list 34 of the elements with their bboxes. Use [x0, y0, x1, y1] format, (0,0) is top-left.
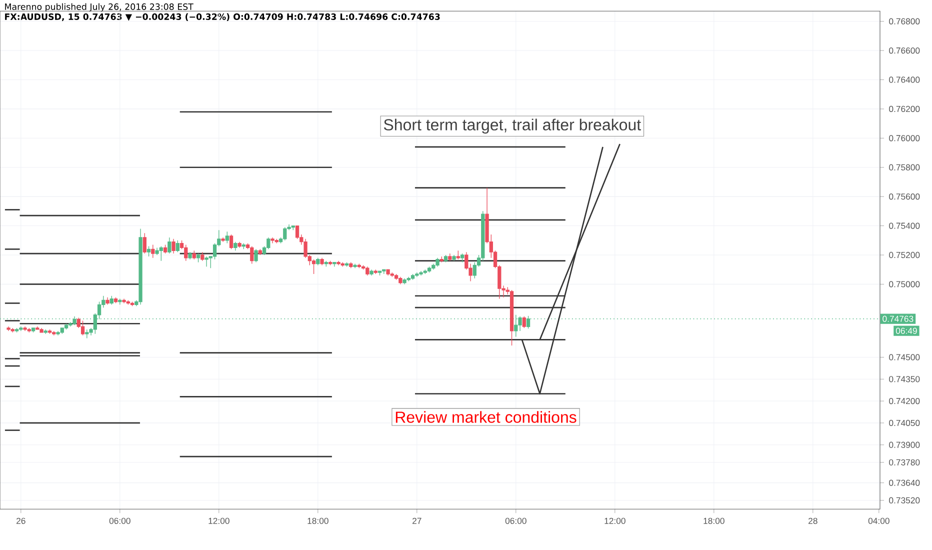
- y-tick-label: 0.75000: [889, 281, 920, 288]
- y-tick-label: 0.75600: [889, 194, 920, 200]
- y-tick-label: 0.76400: [889, 76, 920, 83]
- y-tick-label: 0.73900: [889, 442, 920, 448]
- chart-subtitle: Marenno published July 26, 2016 23:08 EST: [5, 3, 194, 12]
- y-tick-label: 0.74350: [889, 376, 920, 382]
- x-tick-label: 06:00: [505, 518, 526, 524]
- x-tick-label: 12:00: [604, 518, 626, 524]
- y-tick-label: 0.73640: [889, 480, 920, 486]
- x-tick-label: 06:00: [109, 518, 130, 524]
- y-tick-label: 0.74050: [889, 420, 920, 426]
- y-tick-label: 0.76200: [889, 106, 920, 112]
- chart-title: FX:AUDUSD, 15 0.74763 ▼ −0.00243 (−0.32%) O:0.74709 H:0.74783 L:0.74696 C:0.74763: [5, 13, 440, 22]
- y-tick-label: 0.75200: [889, 252, 920, 258]
- x-tick-label: 18:00: [704, 518, 724, 524]
- ref-line-label: 0.74763: [882, 316, 914, 322]
- y-tick-label: 0.73520: [889, 497, 920, 504]
- annotation: Review market conditions: [396, 411, 576, 423]
- y-tick-label: 0.75800: [889, 164, 920, 170]
- y-tick-label: 0.74500: [889, 354, 920, 360]
- x-tick-label: 26: [16, 518, 26, 524]
- x-tick-label: 04:00: [868, 518, 890, 524]
- y-tick-label: 0.76000: [889, 135, 920, 142]
- y-tick-label: 0.75400: [889, 222, 920, 229]
- y-tick-label: 0.76600: [889, 47, 920, 54]
- y-tick-label: 0.74200: [889, 398, 920, 404]
- x-tick-label: 28: [808, 518, 818, 524]
- x-tick-label: 27: [412, 518, 422, 524]
- y-tick-label: 0.73780: [889, 459, 920, 466]
- text: 06:49: [896, 328, 917, 334]
- annotation: Short term target, trail after breakout: [384, 118, 641, 134]
- x-tick-label: 18:00: [308, 518, 328, 524]
- y-tick-label: 0.76800: [889, 18, 920, 24]
- x-tick-label: 12:00: [208, 518, 230, 524]
